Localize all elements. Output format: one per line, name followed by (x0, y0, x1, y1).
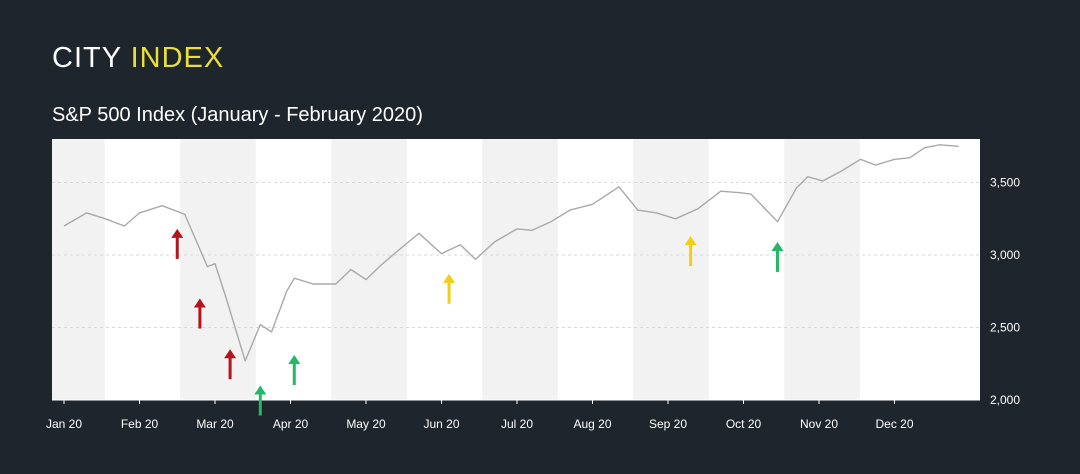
series-layer (63, 144, 959, 362)
brand-word-index: INDEX (130, 42, 225, 74)
month-band (633, 139, 709, 400)
y-tick-label: 3,500 (990, 176, 1020, 190)
brand-word-city: CITY (52, 42, 122, 74)
y-tick-label: 2,500 (990, 321, 1020, 335)
arrow-yellow-up (684, 236, 697, 267)
x-tick-label: May 20 (346, 417, 386, 431)
month-band (180, 139, 256, 400)
x-tick-label: Mar 20 (196, 417, 234, 431)
arrow-green-up (771, 241, 784, 272)
month-band (52, 139, 105, 400)
x-axis: Jan 20 Feb 20 Mar 20 Apr 20 May 20 Jun 20 Jul … (46, 399, 980, 431)
x-tick-label: Jan 20 (46, 417, 82, 431)
arrow-red-up (224, 349, 237, 380)
gridlines (52, 182, 980, 328)
arrow-green-up (254, 385, 267, 416)
x-tick-label: Aug 20 (573, 417, 611, 431)
series-line (63, 144, 959, 362)
month-band (784, 139, 860, 400)
y-tick-label: 3,000 (990, 248, 1020, 262)
month-band (331, 139, 407, 400)
y-axis: 2,000 2,500 3,000 3,500 (990, 176, 1020, 408)
x-tick-label: Jul 20 (501, 417, 533, 431)
x-tick-label: Dec 20 (875, 417, 913, 431)
x-tick-label: Feb 20 (121, 417, 159, 431)
arrow-green-up (288, 355, 301, 386)
x-tick-label: Apr 20 (273, 417, 309, 431)
y-tick-label: 2,000 (990, 393, 1020, 407)
arrow-red-up (193, 298, 206, 329)
x-tick-label: Nov 20 (800, 417, 838, 431)
brand-logo: CITY INDEX (52, 44, 224, 73)
x-tick-label: Jun 20 (423, 417, 459, 431)
arrow-markers (171, 228, 784, 416)
x-tick-label: Oct 20 (726, 417, 762, 431)
month-bands (52, 139, 980, 400)
month-band (482, 139, 558, 400)
arrow-yellow-up (443, 273, 456, 304)
chart-title: S&P 500 Index (January - February 2020) (52, 104, 423, 126)
arrow-red-up (171, 228, 184, 259)
x-tick-label: Sep 20 (649, 417, 687, 431)
